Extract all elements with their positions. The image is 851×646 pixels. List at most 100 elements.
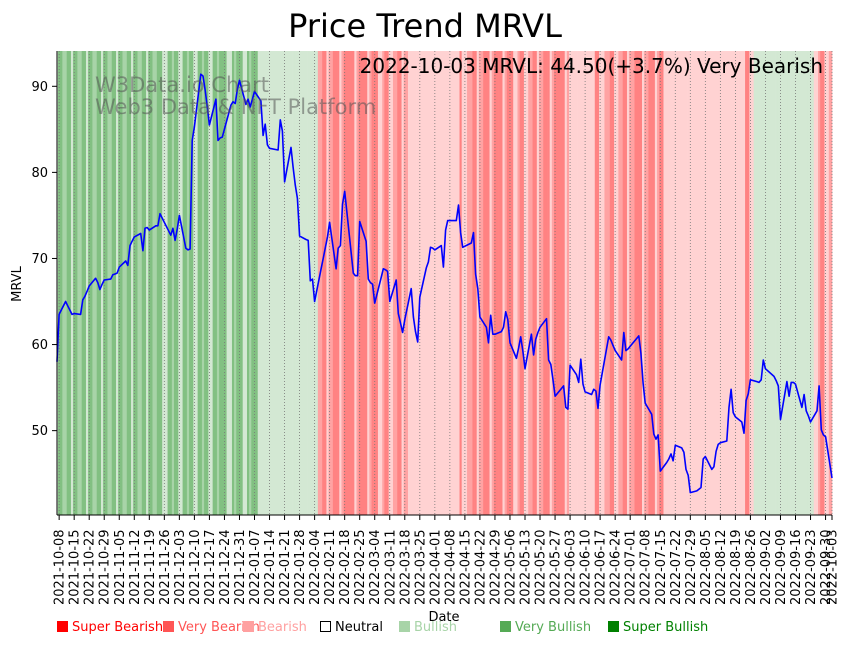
sentiment-band — [197, 51, 203, 515]
sentiment-band — [249, 51, 252, 515]
sentiment-band — [92, 51, 98, 515]
sentiment-band — [296, 51, 299, 515]
legend-label: Super Bullish — [623, 620, 709, 635]
sentiment-band — [684, 51, 688, 515]
sentiment-band — [397, 51, 400, 515]
x-tick-label: 2022-05-13 — [519, 529, 534, 605]
sentiment-band — [373, 51, 379, 515]
sentiment-band — [779, 51, 784, 515]
sentiment-band — [573, 51, 578, 515]
sentiment-band — [423, 51, 428, 515]
sentiment-band — [588, 51, 593, 515]
sentiment-band — [58, 51, 63, 515]
sentiment-band — [246, 51, 250, 515]
x-tick-label: 2022-07-29 — [684, 529, 699, 605]
sentiment-band — [614, 51, 619, 515]
x-tick-label: 2022-05-06 — [503, 529, 518, 605]
sentiment-band — [257, 51, 263, 515]
sentiment-band — [712, 51, 716, 515]
sentiment-band — [459, 51, 462, 515]
sentiment-band — [403, 51, 409, 515]
x-tick-label: 2022-07-01 — [624, 529, 639, 605]
sentiment-band — [309, 51, 312, 515]
sentiment-band — [476, 51, 480, 515]
x-tick-label: 2022-06-10 — [579, 529, 594, 605]
latest-price-annotation: 2022-10-03 MRVL: 44.50(+3.7%) Very Beari… — [360, 54, 823, 78]
sentiment-band — [504, 51, 508, 515]
sentiment-band — [727, 51, 731, 515]
sentiment-band — [790, 51, 793, 515]
watermark-line-1: W3Data.io Chart — [95, 73, 269, 97]
sentiment-band — [697, 51, 701, 515]
x-tick-label: 2022-07-08 — [639, 529, 654, 605]
sentiment-band — [326, 51, 329, 515]
x-tick-label: 2022-02-11 — [323, 529, 338, 605]
sentiment-band — [474, 51, 478, 515]
sentiment-band — [191, 51, 194, 515]
sentiment-band — [68, 51, 72, 515]
x-tick-label: 2022-08-26 — [744, 529, 759, 605]
sentiment-band — [704, 51, 709, 515]
sentiment-band — [760, 51, 763, 515]
legend-label: Bearish — [258, 620, 307, 635]
y-tick-label: 70 — [31, 252, 48, 267]
sentiment-band — [599, 51, 605, 515]
sentiment-band — [519, 51, 523, 515]
sentiment-band — [805, 51, 808, 515]
sentiment-band — [639, 51, 643, 515]
sentiment-band — [719, 51, 724, 515]
sentiment-band — [70, 51, 74, 515]
x-tick-label: 2022-09-09 — [774, 529, 789, 605]
sentiment-band — [107, 51, 113, 515]
sentiment-band — [57, 51, 59, 515]
y-axis-ticks: 50 60 70 80 90 — [31, 80, 57, 439]
sentiment-band — [212, 51, 218, 515]
sentiment-band — [268, 51, 275, 515]
x-gridlines — [58, 51, 833, 515]
legend-label: Super Bearish — [72, 620, 164, 635]
sentiment-band — [559, 51, 566, 515]
sentiment-band — [579, 51, 583, 515]
sentiment-band — [828, 51, 833, 515]
sentiment-band — [126, 51, 130, 515]
sentiment-band — [674, 51, 679, 515]
sentiment-band — [283, 51, 289, 515]
sentiment-band — [238, 51, 243, 515]
sentiment-band — [483, 51, 488, 515]
y-tick-label: 60 — [31, 338, 48, 353]
sentiment-band — [807, 51, 810, 515]
x-tick-label: 2022-10-03 — [826, 529, 841, 605]
sentiment-band — [81, 51, 85, 515]
sentiment-band — [158, 51, 163, 515]
sentiment-band — [399, 51, 402, 515]
sentiment-band — [253, 51, 259, 515]
sentiment-band — [493, 51, 499, 515]
legend-item-very-bearish: Very Bearish — [163, 620, 260, 635]
sentiment-band — [273, 51, 280, 515]
x-tick-label: 2022-03-04 — [368, 529, 383, 605]
sentiment-band — [226, 51, 233, 515]
sentiment-band — [251, 51, 254, 515]
sentiment-band — [622, 51, 626, 515]
sentiment-band — [367, 51, 370, 515]
x-tick-label: 2021-12-10 — [188, 529, 203, 605]
x-tick-label: 2021-10-08 — [53, 529, 68, 605]
sentiment-band — [803, 51, 806, 515]
x-tick-label: 2022-06-24 — [609, 529, 624, 605]
sentiment-band — [433, 51, 439, 515]
legend-item-super-bullish: Super Bullish — [608, 620, 708, 635]
sentiment-band — [384, 51, 387, 515]
x-tick-label: 2022-09-02 — [759, 529, 774, 605]
sentiment-band — [324, 51, 327, 515]
sentiment-band — [717, 51, 720, 515]
sentiment-band — [231, 51, 235, 515]
sentiment-band — [783, 51, 789, 515]
sentiment-band — [553, 51, 560, 515]
x-tick-label: 2022-05-20 — [534, 529, 549, 605]
sentiment-band — [111, 51, 115, 515]
y-tick-label: 90 — [31, 80, 48, 95]
sentiment-band — [358, 51, 364, 515]
sentiment-band — [732, 51, 735, 515]
sentiment-band — [498, 51, 503, 515]
x-tick-label: 2021-11-26 — [158, 529, 173, 605]
